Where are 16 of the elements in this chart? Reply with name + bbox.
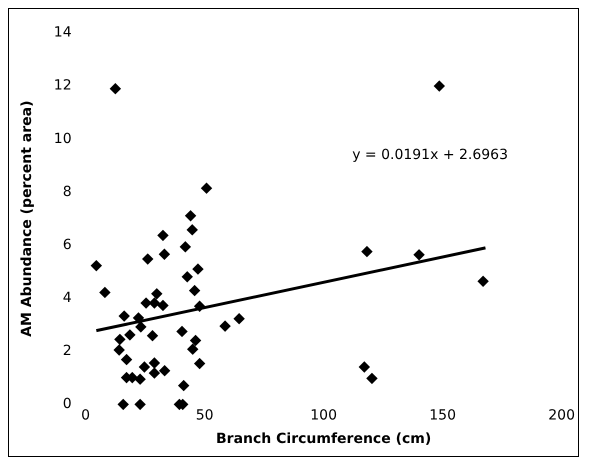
x-tick-label: 100 [310, 407, 337, 424]
y-tick-label: 12 [54, 78, 72, 94]
x-axis-title: Branch Circumference (cm) [216, 431, 432, 448]
y-tick-label: 14 [54, 24, 72, 41]
y-tick-label: 10 [54, 130, 72, 147]
x-tick-label: 0 [81, 407, 90, 424]
x-tick-label: 50 [196, 407, 214, 424]
x-tick-label: 200 [548, 407, 576, 424]
y-tick-label: 8 [62, 184, 72, 200]
y-tick-label: 6 [62, 236, 72, 253]
y-axis-title: AM Abundance (percent area) [19, 100, 36, 337]
y-tick-label: 0 [62, 396, 72, 412]
y-tick-label: 2 [62, 342, 72, 359]
y-tick-label: 4 [62, 290, 72, 306]
x-tick-label: 150 [429, 407, 456, 424]
annotation: y = 0.0191x + 2.6963 [352, 147, 508, 164]
